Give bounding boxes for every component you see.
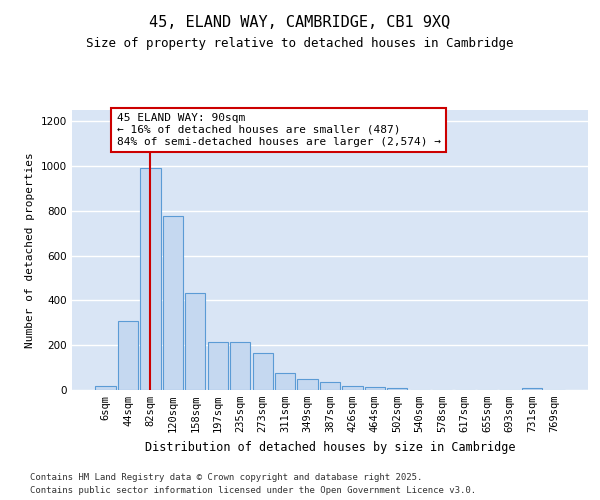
- Bar: [365, 386, 385, 390]
- Text: 45 ELAND WAY: 90sqm
← 16% of detached houses are smaller (487)
84% of semi-detac: 45 ELAND WAY: 90sqm ← 16% of detached ho…: [117, 114, 441, 146]
- Bar: [253, 353, 273, 390]
- Bar: [320, 382, 340, 390]
- Bar: [140, 168, 161, 390]
- Bar: [163, 216, 183, 390]
- Bar: [387, 388, 407, 390]
- Text: Size of property relative to detached houses in Cambridge: Size of property relative to detached ho…: [86, 38, 514, 51]
- X-axis label: Distribution of detached houses by size in Cambridge: Distribution of detached houses by size …: [145, 440, 515, 454]
- Bar: [230, 342, 250, 390]
- Y-axis label: Number of detached properties: Number of detached properties: [25, 152, 35, 348]
- Bar: [208, 342, 228, 390]
- Bar: [343, 386, 362, 390]
- Bar: [185, 292, 205, 390]
- Bar: [298, 379, 317, 390]
- Bar: [118, 320, 138, 390]
- Text: Contains HM Land Registry data © Crown copyright and database right 2025.: Contains HM Land Registry data © Crown c…: [30, 474, 422, 482]
- Bar: [275, 373, 295, 390]
- Bar: [522, 388, 542, 390]
- Bar: [95, 386, 116, 390]
- Text: 45, ELAND WAY, CAMBRIDGE, CB1 9XQ: 45, ELAND WAY, CAMBRIDGE, CB1 9XQ: [149, 15, 451, 30]
- Text: Contains public sector information licensed under the Open Government Licence v3: Contains public sector information licen…: [30, 486, 476, 495]
